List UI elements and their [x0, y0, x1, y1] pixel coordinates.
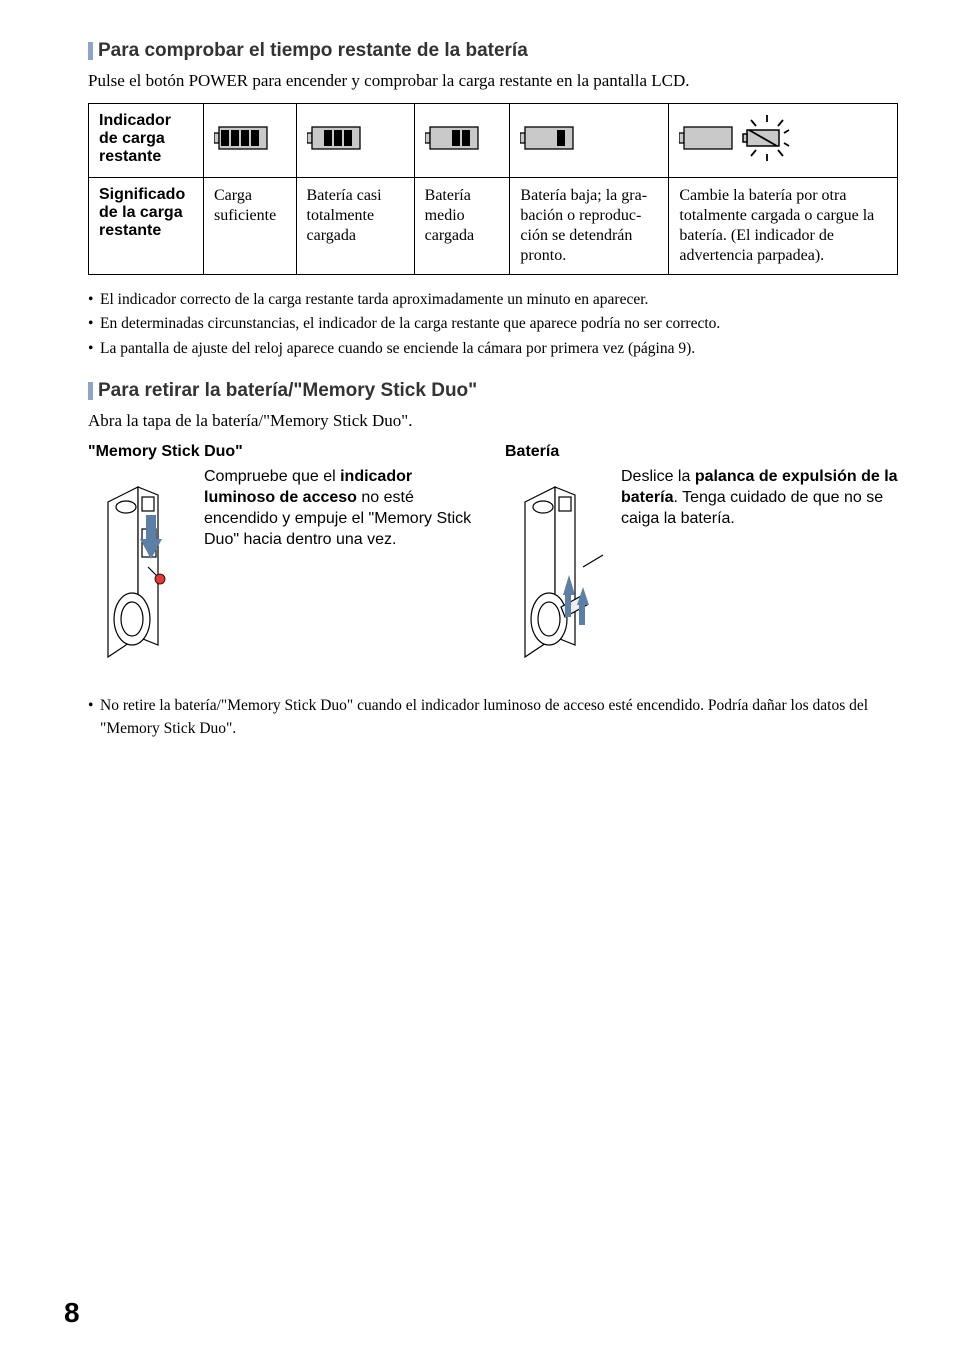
battery-icon	[214, 126, 269, 155]
text: Deslice la	[621, 468, 695, 485]
cell-4: Cambie la batería por otra totalmente ca…	[669, 177, 898, 274]
battery-icon-cell-2	[414, 103, 510, 177]
bullet: La pantalla de ajuste del reloj aparece …	[88, 338, 898, 360]
section2-bullets: No retire la batería/"Memory Stick Duo" …	[88, 695, 898, 740]
cell-3: Batería baja; la gra­bación o reproduc­c…	[510, 177, 669, 274]
text: Compruebe que el	[204, 468, 340, 485]
bullet: En determinadas circunstancias, el indic…	[88, 313, 898, 335]
cell-2: Batería medio cargada	[414, 177, 510, 274]
battery-icon-cell-1	[296, 103, 414, 177]
right-col-text: Deslice la palanca de expulsión de la ba…	[621, 467, 898, 677]
row1-header: Indicador de carga restante	[89, 103, 204, 177]
battery-table: Indicador de carga restante	[88, 103, 898, 275]
cell-0: Carga suficiente	[204, 177, 297, 274]
left-col-text: Compruebe que el indicador luminoso de a…	[204, 467, 481, 677]
bullet: No retire la batería/"Memory Stick Duo" …	[88, 695, 898, 740]
blink-rays-icon	[739, 112, 795, 169]
row2-header: Significado de la carga restante	[89, 177, 204, 274]
cell-1: Batería casi totalmente cargada	[296, 177, 414, 274]
section1-intro: Pulse el botón POWER para encender y com…	[88, 70, 898, 93]
page-number: 8	[64, 1297, 80, 1329]
battery-icon-cell-4	[669, 103, 898, 177]
battery-icon	[679, 126, 734, 155]
battery-icon	[425, 126, 480, 155]
section1-bullets: El indicador correcto de la carga restan…	[88, 289, 898, 360]
battery-icon-cell-0	[204, 103, 297, 177]
right-col-title: Batería	[505, 443, 898, 461]
battery-icon	[307, 126, 362, 155]
memory-stick-diagram	[88, 467, 198, 677]
section1-heading: Para comprobar el tiempo restante de la …	[88, 40, 898, 62]
section2-heading: Para retirar la batería/"Memory Stick Du…	[88, 380, 898, 402]
section2-intro: Abra la tapa de la batería/"Memory Stick…	[88, 410, 898, 433]
bullet: El indicador correcto de la carga restan…	[88, 289, 898, 311]
battery-icon	[520, 126, 575, 155]
left-col-title: "Memory Stick Duo"	[88, 443, 481, 461]
battery-diagram	[505, 467, 615, 677]
battery-icon-cell-3	[510, 103, 669, 177]
